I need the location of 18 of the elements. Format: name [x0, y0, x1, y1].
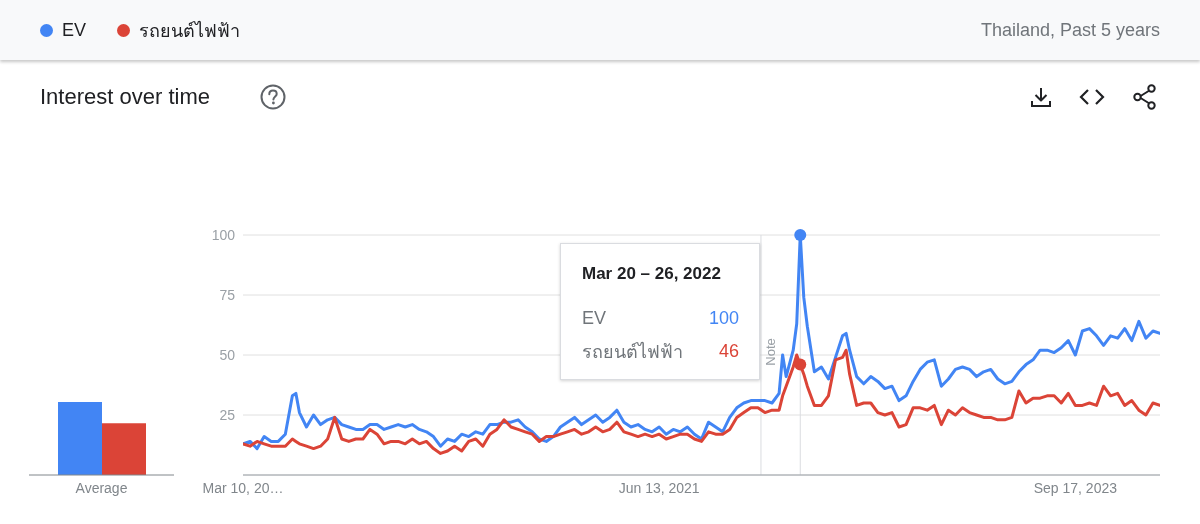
chart-title: Interest over time: [40, 83, 210, 111]
y-tick-label: 100: [211, 226, 236, 243]
y-tick-label: 25: [219, 406, 236, 423]
legend-label: รถยนต์ไฟฟ้า: [139, 19, 241, 43]
x-tick-label: Mar 10, 20…: [202, 479, 284, 496]
text: EV: [582, 307, 607, 328]
x-tick-label: Average: [75, 479, 128, 496]
x-tick-label: Sep 17, 2023: [1033, 479, 1118, 496]
annotation: 100: [708, 307, 739, 329]
y-tick-label: 50: [219, 346, 236, 363]
text: รถยนต์ไฟฟ้า: [582, 341, 683, 362]
y-tick-label: 75: [219, 286, 236, 303]
ref-line-label: Note: [763, 338, 779, 366]
annotation: 46: [718, 340, 739, 362]
annotation: Mar 20 – 26, 2022: [582, 264, 721, 284]
chart-subtitle: Thailand, Past 5 years: [980, 19, 1160, 42]
x-tick-label: Jun 13, 2021: [618, 479, 700, 496]
legend-label: EV: [62, 19, 87, 41]
